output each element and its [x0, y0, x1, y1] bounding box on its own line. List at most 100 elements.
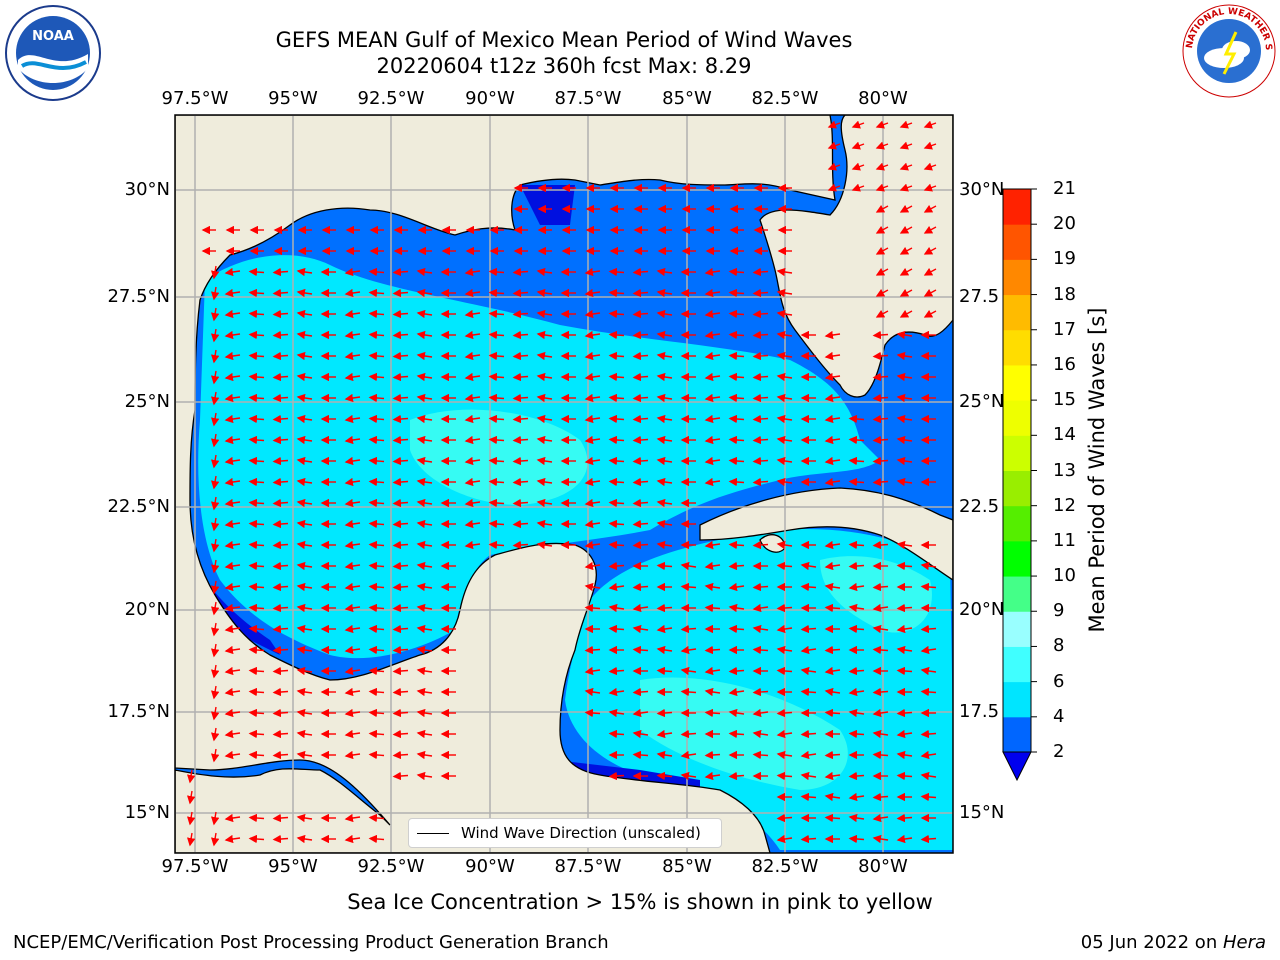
direction-arrow — [536, 330, 553, 340]
colorbar-tick-label: 19 — [1053, 248, 1076, 270]
direction-arrow — [800, 771, 817, 781]
direction-arrow — [896, 540, 913, 550]
direction-arrow — [824, 666, 841, 676]
direction-arrow — [344, 519, 361, 529]
lat-tick-label: 17.5 — [959, 701, 1000, 722]
direction-arrow — [656, 414, 673, 424]
direction-arrow — [752, 267, 769, 277]
direction-arrow — [248, 813, 265, 823]
lon-tick-label: 95°W — [268, 88, 318, 109]
direction-arrow — [536, 393, 553, 403]
direction-arrow — [848, 456, 865, 466]
direction-arrow — [923, 267, 937, 276]
lon-tick-label: 87.5°W — [554, 88, 622, 109]
direction-arrow — [680, 771, 697, 781]
direction-arrow — [488, 351, 505, 361]
direction-arrow — [488, 309, 505, 319]
direction-arrow — [416, 477, 433, 487]
direction-arrow — [875, 309, 889, 318]
direction-arrow — [776, 624, 793, 634]
direction-arrow — [632, 435, 649, 445]
direction-arrow — [872, 813, 889, 823]
period-6-8-region — [410, 409, 932, 790]
direction-arrow — [416, 351, 433, 361]
direction-arrow — [728, 393, 745, 403]
direction-arrow — [488, 267, 505, 277]
direction-arrow — [344, 666, 361, 676]
direction-arrow — [920, 561, 937, 571]
direction-arrow — [296, 393, 313, 403]
chart-title: GEFS MEAN Gulf of Mexico Mean Period of … — [275, 28, 853, 52]
direction-arrow — [512, 351, 529, 361]
direction-arrow — [608, 603, 625, 613]
direction-arrow — [416, 393, 433, 403]
direction-arrow — [272, 456, 289, 466]
direction-arrow — [680, 666, 697, 676]
direction-arrow — [248, 309, 265, 319]
direction-arrow — [896, 771, 913, 781]
direction-arrow — [272, 645, 289, 655]
direction-arrow — [248, 750, 265, 760]
direction-arrow — [899, 309, 913, 318]
direction-arrow — [464, 288, 481, 298]
direction-arrow — [416, 414, 433, 424]
direction-arrow — [776, 456, 793, 466]
direction-arrow — [896, 477, 913, 487]
direction-arrow — [416, 666, 433, 676]
direction-arrow — [368, 540, 385, 550]
direction-arrow — [920, 687, 937, 697]
lat-tick-label: 20°N — [959, 599, 1005, 620]
direction-arrow — [752, 393, 769, 403]
direction-arrow — [632, 393, 649, 403]
direction-arrow — [224, 624, 241, 634]
direction-arrow — [296, 267, 313, 277]
direction-arrow — [656, 288, 673, 298]
direction-arrow — [368, 435, 385, 445]
direction-arrow — [776, 771, 793, 781]
wind-wave-direction-arrows — [187, 120, 937, 847]
direction-arrow — [368, 414, 385, 424]
direction-arrow — [776, 309, 793, 319]
direction-arrow — [211, 601, 220, 616]
direction-arrow — [536, 414, 553, 424]
direction-arrow — [728, 414, 745, 424]
direction-arrow — [211, 265, 220, 280]
direction-arrow — [416, 687, 433, 697]
direction-arrow — [776, 729, 793, 739]
direction-arrow — [608, 729, 625, 739]
direction-arrow — [248, 393, 265, 403]
direction-arrow — [899, 162, 913, 171]
direction-arrow — [512, 477, 529, 487]
direction-arrow — [416, 645, 433, 655]
direction-arrow — [368, 582, 385, 592]
footer-date: 05 Jun 2022 on Hera — [1081, 932, 1266, 953]
direction-arrow — [920, 624, 937, 634]
direction-arrow — [752, 351, 769, 361]
direction-arrow — [211, 727, 220, 742]
direction-arrow — [272, 729, 289, 739]
direction-arrow — [632, 729, 649, 739]
direction-arrow — [584, 561, 601, 571]
colorbar-segment — [1003, 646, 1031, 683]
direction-arrow — [224, 393, 241, 403]
lon-tick-label: 92.5°W — [357, 856, 425, 877]
direction-arrow — [368, 834, 385, 844]
direction-arrow — [923, 225, 937, 234]
direction-arrow — [464, 498, 481, 508]
direction-arrow — [344, 393, 361, 403]
footer-machine: Hera — [1222, 932, 1266, 953]
direction-arrow — [224, 687, 241, 697]
direction-arrow — [875, 120, 889, 129]
direction-arrow — [920, 729, 937, 739]
direction-arrow — [824, 372, 841, 382]
colorbar-tick-label: 17 — [1053, 318, 1076, 340]
direction-arrow — [848, 792, 865, 802]
direction-arrow — [632, 603, 649, 613]
direction-arrow — [392, 288, 409, 298]
direction-arrow — [656, 267, 673, 277]
direction-arrow — [800, 645, 817, 655]
direction-arrow — [875, 225, 889, 234]
lat-tick-label: 15°N — [124, 802, 170, 823]
direction-arrow — [632, 351, 649, 361]
